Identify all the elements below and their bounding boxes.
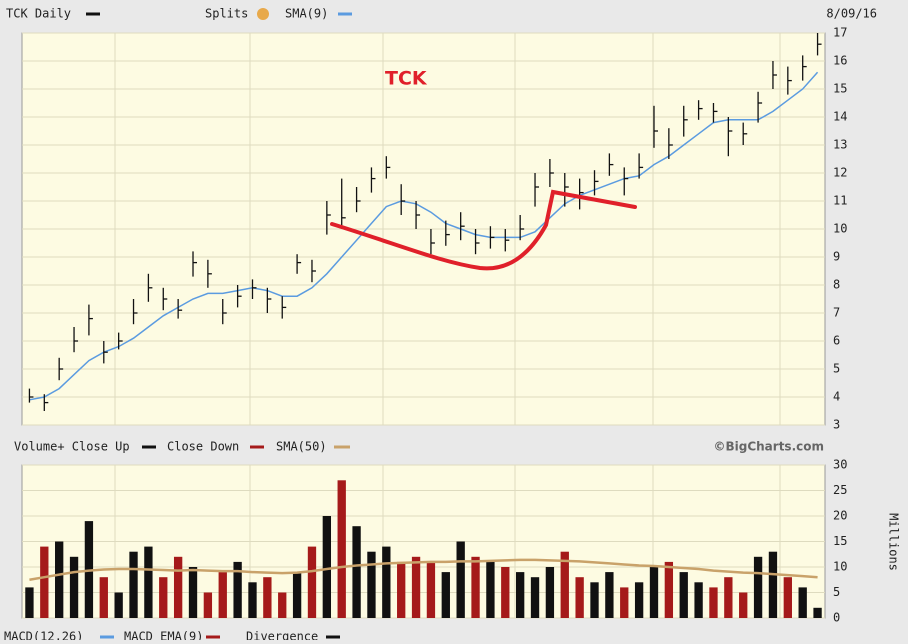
cup-handle-drawing	[330, 189, 637, 271]
volume-bar	[501, 567, 510, 618]
volume-bar	[411, 556, 421, 618]
y-tick-label: 5	[833, 585, 840, 599]
footer-legend: Divergence	[246, 630, 318, 641]
footer-legend: MACD EMA(9)	[124, 630, 203, 641]
volume-bar	[813, 607, 822, 618]
y-tick-label: 11	[833, 194, 847, 208]
volume-bar	[486, 561, 495, 618]
volume-bar	[337, 480, 346, 618]
volume-bar	[590, 582, 599, 618]
footer-legend: MACD(12,26)	[4, 630, 83, 641]
y-tick-label: 4	[833, 390, 840, 404]
y-tick-label: 15	[833, 82, 847, 96]
y-tick-label: 10	[833, 560, 847, 574]
volume-bar	[798, 587, 807, 618]
y-tick-label: 6	[833, 334, 840, 348]
volume-bar	[620, 587, 629, 618]
y-tick-label: 20	[833, 509, 847, 523]
y-tick-label: 15	[833, 534, 847, 548]
volume-bar	[783, 577, 792, 618]
volume-bar	[278, 592, 287, 618]
volume-bar	[144, 546, 153, 618]
volume-bar	[69, 556, 79, 618]
volume-bar	[382, 546, 391, 618]
volume-bar	[99, 577, 108, 618]
volume-bar	[55, 541, 64, 618]
volume-bar	[129, 551, 138, 618]
legend-label: Close Down	[167, 440, 239, 454]
volume-bar	[768, 551, 778, 618]
legend-label: SMA(9)	[285, 7, 328, 21]
volume-bar	[471, 556, 480, 618]
volume-bar	[40, 546, 49, 618]
annotation: TCK	[385, 68, 428, 90]
volume-bar	[709, 587, 718, 618]
volume-bar	[352, 526, 361, 618]
sma-line	[29, 558, 818, 581]
y-tick-label: 16	[833, 54, 847, 68]
volume-bar	[188, 567, 198, 618]
volume-bar	[263, 577, 272, 618]
volume-bar	[25, 587, 34, 618]
volume-bar	[367, 551, 376, 618]
volume-bar	[739, 592, 748, 618]
volume-bar	[545, 567, 555, 618]
volume-bar	[233, 561, 242, 618]
volume-bar	[441, 572, 450, 618]
y-tick-label: 17	[833, 26, 847, 40]
volume-bar	[575, 577, 584, 618]
legend-label: SMA(50)	[276, 440, 327, 454]
volume-bar	[724, 577, 733, 618]
sma-line	[29, 71, 819, 401]
volume-bar	[292, 572, 302, 618]
y-tick-label: 0	[833, 611, 840, 625]
volume-bar	[753, 556, 763, 618]
legend-label: Volume+ Close Up	[14, 440, 130, 454]
volume-bar	[634, 582, 644, 618]
y-tick-label: 12	[833, 166, 847, 180]
volume-bar	[322, 516, 332, 618]
y-tick-label: 25	[833, 483, 847, 497]
legend-label: TCK Daily	[6, 7, 71, 21]
y-tick-label: 8	[833, 278, 840, 292]
y-tick-label: 5	[833, 362, 840, 376]
volume-bar	[248, 582, 257, 618]
volume-bar	[515, 572, 525, 618]
y-tick-label: 14	[833, 110, 847, 124]
volume-bar	[694, 582, 703, 618]
volume-bar	[307, 546, 317, 618]
volume-bar	[649, 567, 659, 618]
volume-bar	[114, 592, 123, 618]
y-tick-label: 9	[833, 250, 840, 264]
volume-bar	[397, 561, 406, 618]
volume-bar	[218, 572, 227, 618]
volume-bar	[679, 572, 688, 618]
volume-bar	[605, 572, 614, 618]
y-tick-label: 13	[833, 138, 847, 152]
y-tick-label: 3	[833, 418, 840, 432]
splits-icon	[257, 8, 269, 20]
volume-bar	[426, 561, 436, 618]
volume-bar	[173, 556, 183, 618]
y-axis-label: Millions	[887, 513, 901, 571]
volume-bar	[159, 577, 168, 618]
volume-bar	[560, 551, 569, 618]
y-tick-label: 7	[833, 306, 840, 320]
credit: ©BigCharts.com	[713, 440, 824, 454]
volume-bar	[530, 577, 540, 618]
volume-bar	[456, 541, 465, 618]
date-label: 8/09/16	[826, 7, 877, 21]
legend-label: Splits	[205, 7, 248, 21]
volume-bar	[203, 592, 213, 618]
volume-bar	[664, 561, 674, 618]
y-tick-label: 10	[833, 222, 847, 236]
y-tick-label: 30	[833, 458, 847, 472]
